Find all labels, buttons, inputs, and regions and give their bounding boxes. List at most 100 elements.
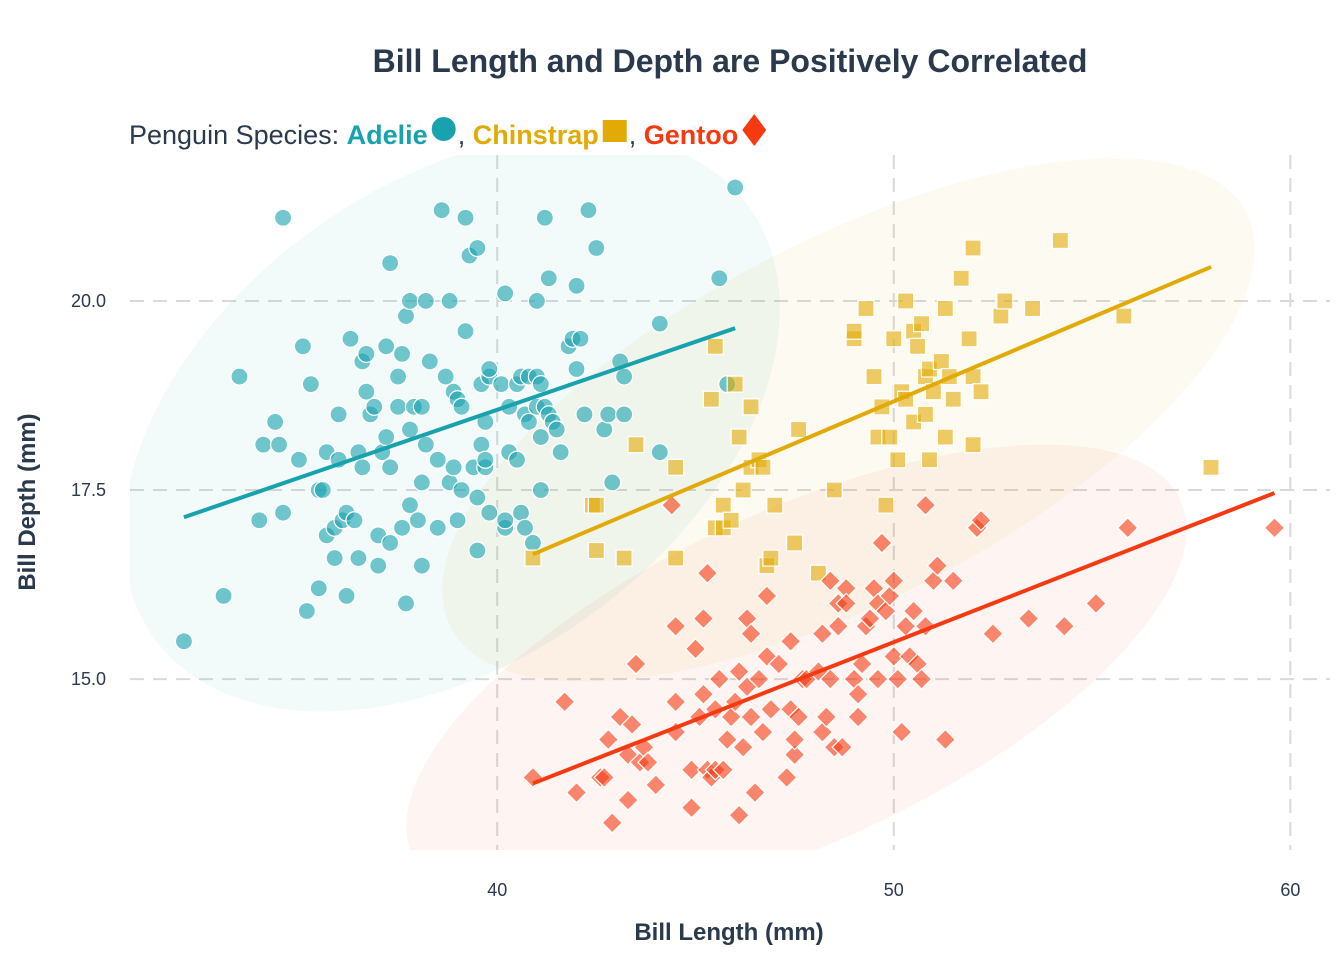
adelie-point: [726, 178, 745, 197]
adelie-point: [480, 503, 499, 522]
y-tick-label: 17.5: [71, 480, 106, 500]
adelie-point: [531, 375, 550, 394]
gentoo-point: [728, 660, 750, 683]
chinstrap-point: [615, 549, 633, 567]
adelie-point: [428, 450, 447, 469]
chinstrap-point: [908, 337, 927, 355]
adelie-point: [472, 435, 491, 454]
adelie-point: [710, 269, 729, 288]
adelie-point: [535, 208, 554, 227]
adelie-point: [313, 480, 332, 500]
gentoo-point: [680, 796, 703, 819]
adelie-point: [357, 344, 376, 363]
adelie-point: [539, 269, 558, 288]
gentoo-point: [601, 811, 624, 834]
chinstrap-point: [996, 292, 1014, 310]
chinstrap-point: [702, 390, 720, 408]
chinstrap-point: [845, 322, 863, 340]
legend-square-icon: [602, 120, 627, 142]
chinstrap-point: [916, 405, 935, 423]
x-axis-label: Bill Length (mm): [634, 919, 823, 946]
legend-diamond-icon: [742, 114, 767, 146]
gentoo-point: [728, 804, 750, 827]
adelie-point: [416, 291, 435, 311]
adelie-point: [615, 405, 634, 424]
adelie-point: [615, 367, 634, 386]
gentoo-point: [759, 698, 782, 721]
chinstrap-point: [1202, 458, 1220, 476]
adelie-point: [432, 201, 451, 220]
chinstrap-point: [960, 330, 978, 348]
legend-chinstrap: Chinstrap: [473, 120, 599, 150]
adelie-point: [599, 405, 618, 424]
gentoo-point: [664, 615, 687, 637]
chinstrap-point: [742, 398, 760, 416]
adelie-point: [448, 511, 467, 530]
gentoo-point: [867, 668, 889, 690]
legend-adelie: Adelie: [347, 120, 428, 150]
gentoo-point: [565, 781, 588, 804]
legend-separator: ,: [629, 120, 644, 150]
gentoo-point: [847, 683, 869, 706]
adelie-point: [440, 291, 459, 311]
gentoo-point: [882, 569, 905, 592]
gentoo-point: [886, 668, 909, 690]
adelie-point: [297, 601, 316, 621]
chinstrap-point: [912, 315, 931, 333]
adelie-point: [174, 632, 194, 651]
adelie-point: [214, 586, 233, 605]
gentoo-point: [1017, 607, 1040, 630]
adelie-point: [480, 359, 499, 379]
adelie-point: [456, 322, 475, 341]
gentoo-point: [692, 683, 715, 706]
gentoo-point: [708, 668, 731, 690]
adelie-point: [400, 420, 420, 439]
adelie-point: [381, 254, 400, 273]
legend: Penguin Species: Adelie, Chinstrap, Gent…: [129, 120, 738, 150]
chinstrap-point: [897, 292, 915, 310]
adelie-point: [511, 503, 531, 522]
adelie-point: [519, 412, 539, 432]
chinstrap-point: [944, 390, 962, 408]
gentoo-point: [847, 706, 869, 728]
gentoo-point: [878, 585, 901, 607]
gentoo-point: [910, 668, 933, 690]
gentoo-point: [644, 774, 667, 796]
adelie-point: [476, 450, 495, 469]
gentoo-point: [767, 653, 790, 675]
adelie-point: [571, 329, 590, 348]
adelie-point: [579, 201, 598, 220]
gentoo-point: [819, 569, 842, 592]
gentoo-point: [1263, 516, 1286, 539]
gentoo-point: [902, 600, 925, 622]
adelie-point: [436, 367, 455, 386]
chinstrap-point: [877, 496, 895, 514]
gentoo-point: [593, 766, 616, 789]
gentoo-point: [597, 728, 620, 751]
gentoo-point: [756, 585, 778, 607]
gentoo-point: [720, 706, 743, 728]
gentoo-point: [914, 494, 937, 516]
adelie-point: [456, 208, 475, 227]
adelie-point: [400, 496, 420, 515]
chinstrap-point: [790, 420, 808, 439]
adelie-point: [365, 397, 384, 416]
adelie-point: [551, 443, 570, 462]
gentoo-point: [740, 622, 762, 645]
adelie-point: [349, 548, 368, 568]
adelie-point: [523, 533, 543, 553]
gentoo-point: [684, 637, 707, 660]
chinstrap-point: [754, 458, 772, 476]
chinstrap-point: [706, 337, 724, 355]
gentoo-point: [744, 781, 766, 804]
adelie-point: [270, 435, 289, 454]
y-tick-label: 15.0: [71, 669, 106, 689]
gentoo-point: [716, 728, 739, 751]
gentoo-point: [692, 607, 715, 630]
adelie-point: [341, 329, 360, 348]
gentoo-point: [621, 713, 643, 736]
adelie-point: [377, 427, 396, 447]
gentoo-point: [660, 494, 683, 516]
chinstrap-point: [1051, 231, 1069, 250]
chinstrap-point: [857, 299, 875, 318]
